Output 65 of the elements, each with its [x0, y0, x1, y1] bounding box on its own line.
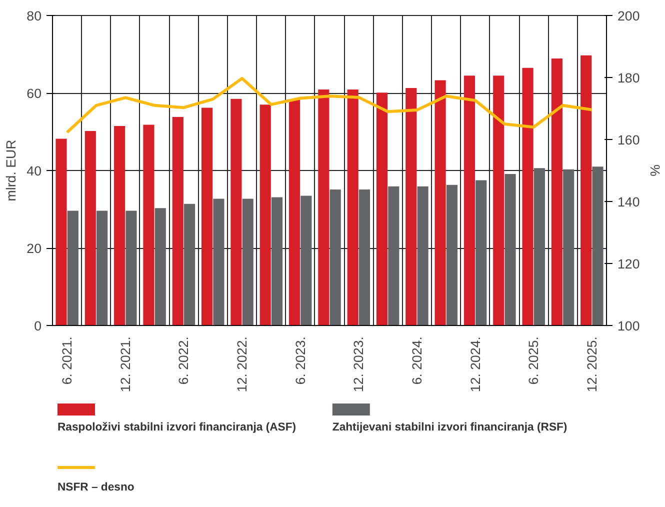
bar [493, 76, 504, 326]
bar [406, 88, 417, 326]
bar [434, 80, 446, 326]
bar [534, 168, 545, 326]
bar [172, 117, 184, 326]
bar [260, 104, 271, 326]
bar [126, 210, 137, 326]
bar [464, 76, 475, 326]
bar [563, 169, 574, 326]
y2-tick-label: 140 [618, 194, 640, 210]
x-tick-label: 6. 2021. [60, 336, 75, 385]
y2-tick-label: 160 [618, 132, 640, 148]
bar [376, 92, 388, 326]
bar [522, 68, 534, 326]
bar [96, 210, 108, 326]
bar [154, 208, 166, 326]
bar [213, 198, 224, 326]
bar [300, 196, 312, 326]
y-axis-title: mlrd. EUR [4, 140, 19, 202]
x-tick-label: 12. 2024. [468, 336, 483, 392]
bar [242, 198, 254, 326]
bar [271, 197, 283, 326]
bar [288, 100, 300, 326]
legend-label: Zahtijevani stabilni izvori financiranja (RSF) [332, 422, 568, 434]
bar [551, 58, 562, 326]
bar [476, 180, 487, 326]
bar [504, 174, 516, 326]
y2-tick-label: 100 [618, 318, 640, 334]
bar [417, 186, 428, 326]
bar [184, 204, 196, 326]
y2-axis-title: % [648, 164, 663, 177]
y2-tick-label: 200 [618, 8, 640, 24]
x-tick-label: 6. 2024. [409, 336, 424, 385]
bar [330, 189, 341, 326]
bar [318, 90, 330, 326]
y-tick-label: 20 [26, 241, 42, 256]
bar [67, 210, 78, 326]
bar [580, 55, 592, 326]
line-series [66, 76, 594, 134]
y-tick-label: 80 [26, 8, 42, 24]
x-tick-label: 12. 2025. [584, 336, 600, 392]
y2-tick-label: 120 [618, 256, 640, 272]
x-tick-label: 6. 2025. [526, 336, 542, 385]
x-tick-label: 12. 2022. [234, 336, 250, 392]
x-tick-label: 6. 2022. [176, 336, 192, 385]
bar [358, 189, 370, 326]
bar [114, 126, 126, 326]
bar [84, 130, 96, 326]
legend-label: NSFR – desno [58, 482, 134, 494]
y-tick-label: 40 [26, 164, 42, 178]
x-tick-label: 12. 2023. [351, 336, 366, 392]
bar [347, 90, 358, 326]
bar [446, 184, 458, 326]
y2-tick-label: 180 [618, 70, 640, 86]
bar [201, 108, 213, 326]
bar [388, 186, 400, 326]
bar [56, 138, 67, 326]
x-tick-label: 6. 2023. [292, 336, 308, 385]
legend-label: Raspoloživi stabilni izvori financiranja (ASF) [58, 422, 296, 434]
bar [230, 98, 242, 326]
y-tick-label: 60 [26, 86, 42, 101]
bar [143, 124, 154, 326]
y-tick-label: 0 [34, 318, 42, 334]
x-tick-label: 12. 2021. [118, 336, 133, 392]
bar [592, 166, 604, 326]
